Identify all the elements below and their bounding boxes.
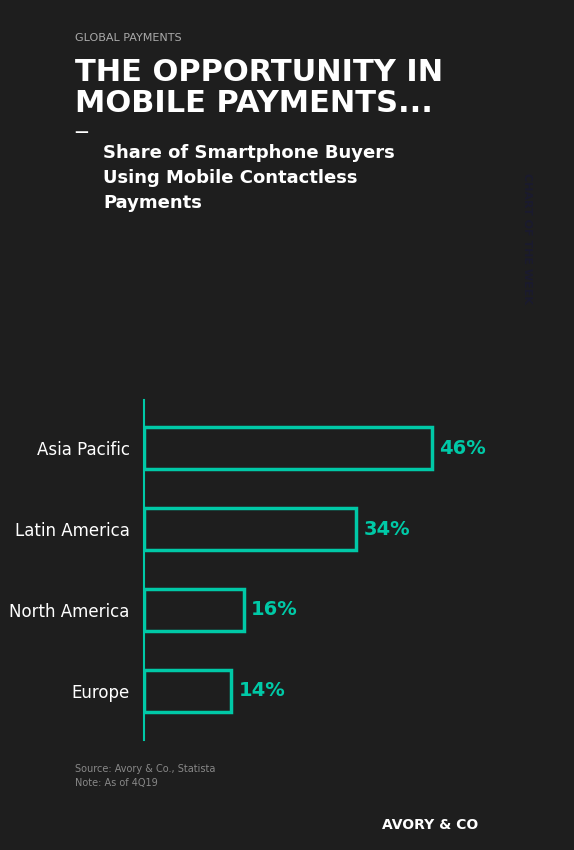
Text: Source: Avory & Co., Statista
Note: As of 4Q19: Source: Avory & Co., Statista Note: As o…	[75, 764, 215, 788]
Text: GLOBAL PAYMENTS: GLOBAL PAYMENTS	[75, 33, 181, 42]
Text: AVORY & CO: AVORY & CO	[382, 818, 479, 832]
Text: CHART OF THE WEEK: CHART OF THE WEEK	[522, 173, 532, 303]
Text: MOBILE PAYMENTS...: MOBILE PAYMENTS...	[75, 89, 432, 118]
Text: 16%: 16%	[251, 600, 298, 620]
Text: THE OPPORTUNITY IN: THE OPPORTUNITY IN	[75, 58, 443, 87]
Bar	[144, 427, 432, 469]
Text: Share of Smartphone Buyers
Using Mobile Contactless
Payments: Share of Smartphone Buyers Using Mobile …	[103, 144, 395, 212]
Text: 46%: 46%	[439, 439, 486, 457]
Text: 14%: 14%	[239, 682, 285, 700]
Text: 34%: 34%	[364, 519, 410, 539]
Bar	[144, 508, 356, 550]
Text: —: —	[75, 125, 88, 139]
Bar	[144, 589, 244, 631]
Bar	[144, 670, 231, 712]
